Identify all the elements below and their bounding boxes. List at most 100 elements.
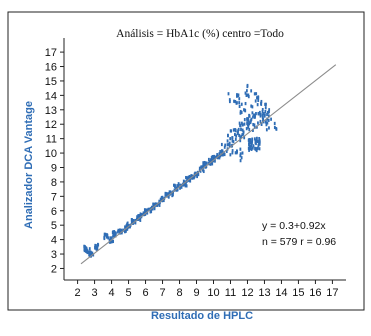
- data-point: [246, 117, 248, 121]
- y-tick-label: 14: [45, 90, 57, 102]
- data-point: [90, 252, 92, 256]
- data-point: [248, 114, 251, 118]
- data-point: [233, 99, 235, 103]
- data-point: [250, 104, 253, 108]
- data-point: [236, 93, 238, 97]
- data-point: [253, 115, 256, 119]
- data-point: [242, 132, 245, 136]
- data-point: [182, 179, 185, 183]
- data-point: [164, 191, 167, 196]
- data-point: [239, 139, 242, 143]
- data-point: [124, 229, 127, 233]
- data-point: [234, 132, 236, 137]
- data-point: [139, 212, 142, 216]
- data-point: [245, 89, 248, 93]
- data-point: [251, 111, 254, 115]
- y-tick-label: 9: [51, 162, 57, 174]
- data-point: [143, 208, 146, 212]
- data-point: [231, 151, 234, 155]
- data-point: [253, 137, 256, 141]
- data-point: [130, 220, 133, 225]
- data-point: [253, 92, 256, 96]
- data-point: [91, 251, 93, 255]
- x-tick-label: 7: [159, 287, 165, 299]
- data-point: [126, 224, 129, 228]
- data-point: [224, 143, 227, 147]
- data-point: [176, 184, 179, 188]
- x-tick-label: 11: [225, 287, 236, 299]
- data-point: [239, 123, 241, 127]
- data-point: [253, 113, 255, 117]
- x-tick-label: 12: [241, 287, 253, 299]
- data-point: [266, 121, 269, 125]
- data-point: [264, 120, 267, 124]
- chart-frame: [7, 11, 365, 311]
- data-point: [257, 121, 259, 125]
- data-point: [268, 126, 270, 130]
- data-point: [228, 144, 231, 148]
- data-point: [186, 176, 189, 180]
- x-tick-label: 14: [275, 287, 287, 299]
- data-point: [260, 122, 263, 126]
- data-point: [221, 153, 224, 157]
- data-point: [247, 138, 250, 142]
- data-point: [196, 174, 199, 179]
- data-point: [229, 137, 232, 141]
- data-point: [261, 109, 264, 114]
- data-point: [252, 128, 254, 132]
- data-point: [207, 157, 210, 162]
- data-point: [248, 141, 251, 145]
- data-point: [258, 147, 261, 151]
- data-point: [220, 142, 223, 147]
- data-point: [258, 140, 260, 144]
- data-point: [235, 151, 238, 155]
- data-point: [261, 115, 264, 120]
- data-point: [183, 183, 186, 187]
- data-point: [214, 159, 216, 163]
- x-tick-label: 6: [142, 287, 148, 299]
- x-axis-label: Resultado de HPLC: [151, 310, 253, 322]
- data-point: [134, 221, 137, 225]
- data-point: [259, 112, 262, 117]
- data-point: [231, 136, 234, 140]
- data-point: [255, 92, 258, 96]
- data-point: [264, 109, 267, 114]
- data-point: [158, 203, 161, 207]
- data-point: [146, 211, 149, 215]
- data-point: [260, 101, 262, 105]
- data-point: [249, 146, 252, 151]
- data-point: [213, 154, 216, 159]
- data-point: [131, 218, 133, 222]
- data-point: [84, 247, 87, 251]
- data-point: [145, 208, 148, 212]
- data-point: [261, 108, 264, 112]
- data-point: [209, 158, 212, 162]
- data-point: [226, 139, 229, 143]
- data-point: [255, 112, 257, 116]
- data-point: [273, 125, 276, 130]
- data-point: [186, 178, 189, 182]
- data-point: [236, 131, 239, 135]
- data-point: [117, 228, 120, 232]
- y-tick-label: 15: [45, 76, 57, 88]
- data-point: [113, 232, 116, 236]
- data-point: [114, 234, 117, 238]
- data-point: [152, 202, 155, 206]
- y-tick-label: 16: [45, 62, 57, 74]
- data-point: [174, 184, 176, 189]
- x-tick-label: 5: [125, 287, 131, 299]
- data-point: [109, 240, 111, 244]
- data-point: [226, 143, 229, 147]
- data-point: [138, 214, 141, 218]
- data-point: [273, 121, 276, 126]
- data-point: [198, 166, 201, 170]
- data-point: [83, 244, 86, 248]
- data-point: [230, 129, 233, 133]
- data-point: [197, 172, 200, 177]
- chart-title: Análisis = HbA1c (%) centro =Todo: [116, 28, 284, 40]
- data-point: [262, 112, 265, 116]
- y-tick-label: 11: [46, 134, 57, 146]
- data-point: [250, 119, 252, 123]
- data-point: [241, 133, 244, 137]
- data-point: [96, 244, 99, 248]
